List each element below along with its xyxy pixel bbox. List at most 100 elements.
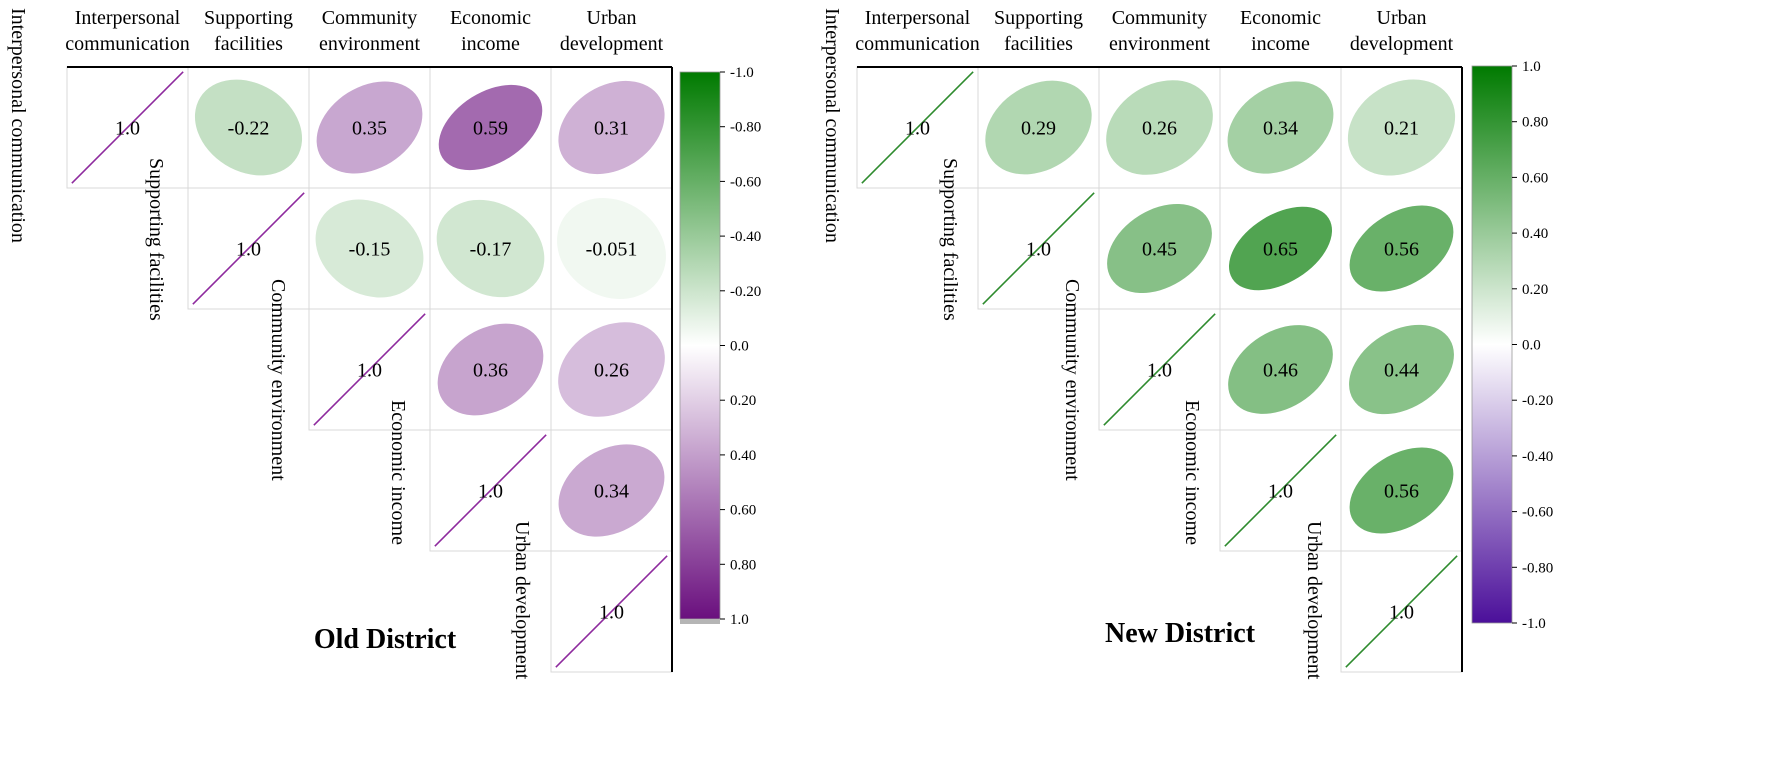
column-label: Supporting <box>204 7 293 29</box>
correlation-value: -0.22 <box>228 118 270 140</box>
colorbar-tick-label: 0.20 <box>1522 282 1548 298</box>
row-label: Community environment <box>267 279 289 481</box>
correlation-value: 1.0 <box>599 602 624 624</box>
diagonal-line <box>982 192 1095 305</box>
correlation-ellipse <box>1106 80 1213 175</box>
correlation-ellipse <box>1347 79 1456 176</box>
colorbar-tick-label: -0.60 <box>1522 505 1553 521</box>
row-label: Urban development <box>511 521 533 680</box>
correlation-value: 0.26 <box>594 360 629 382</box>
correlation-ellipse <box>1228 325 1333 414</box>
colorbar-tick-label: -0.20 <box>730 284 761 300</box>
diagonal-line <box>192 192 305 305</box>
column-label: income <box>461 33 520 55</box>
row-label: Economic income <box>1181 400 1203 545</box>
correlation-value: -0.15 <box>349 239 391 261</box>
correlation-value: -0.17 <box>470 239 512 261</box>
correlation-value: 0.36 <box>473 360 508 382</box>
correlation-ellipse <box>194 79 303 176</box>
column-label: Interpersonal <box>865 7 971 29</box>
panel-title: Old District <box>314 624 457 655</box>
correlation-ellipse <box>558 80 665 175</box>
colorbar-tick-label: 0.40 <box>1522 226 1548 242</box>
colorbar-end-cap <box>680 619 720 624</box>
colorbar-tick-label: 1.0 <box>730 612 749 628</box>
row-label: Interpersonal communication <box>7 8 29 243</box>
correlation-value: 1.0 <box>1147 360 1172 382</box>
correlation-ellipse <box>1228 206 1333 291</box>
correlation-ellipse <box>1227 81 1334 174</box>
correlation-ellipse <box>558 444 665 537</box>
correlation-value: 0.45 <box>1142 239 1177 261</box>
column-label: environment <box>1109 33 1211 55</box>
correlation-ellipse <box>1349 447 1454 534</box>
column-label: communication <box>65 33 189 55</box>
correlation-ellipse <box>557 198 666 299</box>
column-label: Supporting <box>994 7 1083 29</box>
correlation-value: 1.0 <box>357 360 382 382</box>
column-label: Community <box>1112 7 1208 29</box>
column-label: Urban <box>1377 7 1427 29</box>
correlation-value: 0.44 <box>1384 360 1419 382</box>
row-label: Supporting facilities <box>145 158 167 321</box>
colorbar-tick-label: 0.60 <box>730 503 756 519</box>
correlation-value: 0.29 <box>1021 118 1056 140</box>
correlation-value: -0.051 <box>586 239 638 261</box>
correlation-value: 1.0 <box>478 481 503 503</box>
colorbar-tick-label: -0.40 <box>730 229 761 245</box>
colorbar <box>1471 65 1513 624</box>
colorbar-tick-label: 1.0 <box>1522 59 1541 75</box>
colorbar-tick-label: 0.0 <box>730 339 749 355</box>
column-label: environment <box>319 33 421 55</box>
column-label: income <box>1251 33 1310 55</box>
correlation-value: 0.34 <box>1263 118 1298 140</box>
colorbar-tick-label: 0.40 <box>730 448 756 464</box>
correlation-ellipse <box>985 80 1092 175</box>
diagonal-line <box>1224 434 1337 547</box>
correlation-value: 0.65 <box>1263 239 1298 261</box>
correlation-value: 0.35 <box>352 118 387 140</box>
column-label: facilities <box>214 33 283 55</box>
new-district-panel: Interpersonal communication Supporting faci… <box>821 7 1553 680</box>
correlation-value: 0.56 <box>1384 481 1419 503</box>
correlation-value: 1.0 <box>905 118 930 140</box>
correlation-ellipse <box>558 322 665 417</box>
correlation-value: 0.26 <box>1142 118 1177 140</box>
column-label: Economic <box>450 7 531 29</box>
column-label: communication <box>855 33 979 55</box>
row-label: Supporting facilities <box>939 158 961 321</box>
correlation-value: 0.46 <box>1263 360 1298 382</box>
correlation-value: 1.0 <box>1026 239 1051 261</box>
correlation-value: 1.0 <box>115 118 140 140</box>
colorbar-tick-label: -0.80 <box>1522 560 1553 576</box>
diagonal-line <box>555 555 668 668</box>
column-label: Urban <box>587 7 637 29</box>
colorbar-tick-label: -0.40 <box>1522 449 1553 465</box>
column-label: development <box>560 33 664 55</box>
diagonal-line <box>1103 313 1216 426</box>
correlation-value: 0.31 <box>594 118 629 140</box>
column-label: facilities <box>1004 33 1073 55</box>
colorbar <box>679 71 721 620</box>
column-label: Interpersonal <box>75 7 181 29</box>
diagonal-line <box>434 434 547 547</box>
column-label: Community <box>322 7 418 29</box>
colorbar-tick-label: 0.20 <box>730 393 756 409</box>
correlation-ellipse <box>436 199 545 298</box>
diagonal-line <box>861 71 974 184</box>
row-label: Economic income <box>387 400 409 545</box>
colorbar-tick-label: 0.80 <box>1522 115 1548 131</box>
row-label: Interpersonal communication <box>821 8 843 243</box>
colorbar-tick-label: -0.60 <box>730 174 761 190</box>
colorbar-tick-label: -0.80 <box>730 120 761 136</box>
row-label: Urban development <box>1303 521 1325 680</box>
old-district-panel: Interpersonal communication Supporting faci… <box>7 7 761 680</box>
correlation-ellipse <box>1349 324 1454 415</box>
column-label: Economic <box>1240 7 1321 29</box>
colorbar-tick-label: -1.0 <box>1522 616 1546 632</box>
row-label: Community environment <box>1061 279 1083 481</box>
colorbar-tick-label: -0.20 <box>1522 393 1553 409</box>
diagonal-line <box>313 313 426 426</box>
colorbar-tick-label: 0.80 <box>730 557 756 573</box>
